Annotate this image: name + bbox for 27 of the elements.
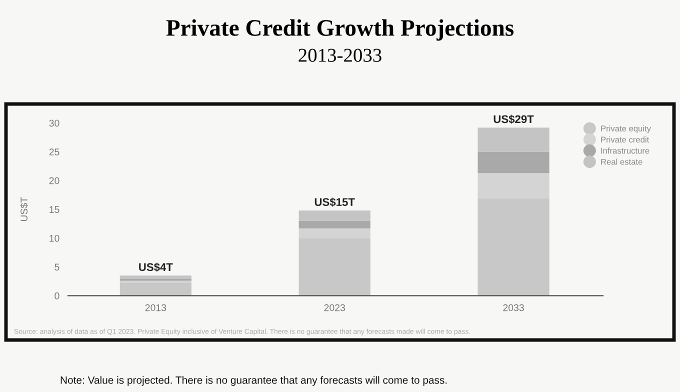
x-tick-label: 2013: [145, 304, 166, 312]
y-axis-title: US$T: [20, 197, 28, 222]
legend-label: Private equity: [601, 125, 651, 134]
chart-title: Private Credit Growth Projections: [166, 19, 514, 41]
bar: [478, 152, 550, 174]
x-tick-label: 2023: [324, 304, 345, 312]
bar: [120, 283, 192, 296]
legend-label: Infrastructure: [601, 148, 650, 154]
total-label: US$15T: [314, 198, 355, 207]
chart-subtitle: 2013-2033: [298, 48, 382, 62]
total-label: US$29T: [494, 114, 534, 124]
bar: [120, 276, 192, 280]
y-tick-label: 0: [54, 292, 60, 300]
total-label: US$4T: [139, 262, 173, 272]
bar: [298, 220, 370, 228]
y-tick-label: 30: [49, 120, 60, 127]
bar: [298, 210, 370, 221]
x-tick-label: 2033: [503, 304, 524, 312]
legend-label: Private credit: [601, 136, 650, 143]
legend-label: Real estate: [601, 158, 642, 165]
text: Note: Value is projected. There is no guarantee that any forecasts will come to pass.: [60, 376, 447, 386]
bar: [478, 128, 550, 152]
y-tick-label: 10: [50, 234, 60, 242]
y-tick-label: 20: [49, 177, 60, 184]
y-tick-label: 15: [50, 206, 60, 213]
y-tick-label: 5: [54, 264, 60, 271]
y-tick-label: 25: [49, 148, 60, 156]
